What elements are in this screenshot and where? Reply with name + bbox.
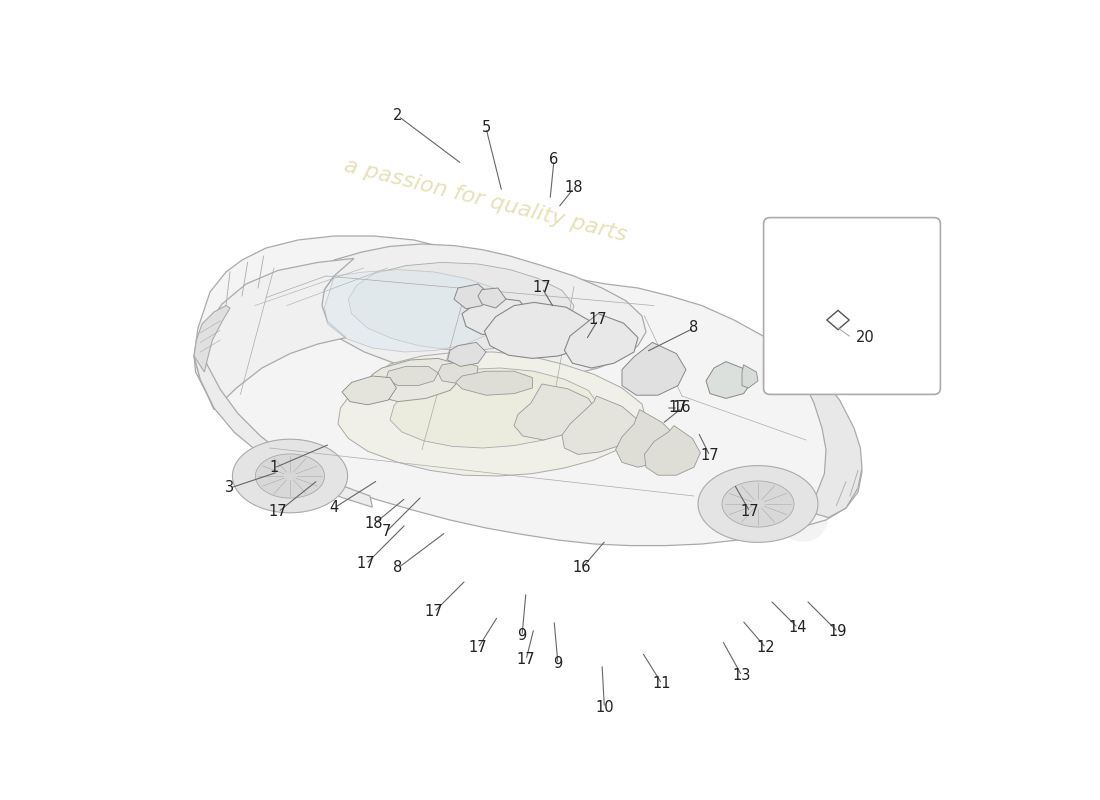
Text: 17: 17 <box>532 281 551 295</box>
Polygon shape <box>827 310 849 330</box>
Text: 16: 16 <box>673 401 691 415</box>
Text: 4: 4 <box>329 501 339 515</box>
Polygon shape <box>194 236 862 546</box>
Text: 12: 12 <box>757 641 776 655</box>
Polygon shape <box>338 352 646 476</box>
Polygon shape <box>514 384 596 440</box>
Polygon shape <box>462 298 530 334</box>
Text: 17: 17 <box>356 557 375 571</box>
Text: 16: 16 <box>573 561 592 575</box>
Polygon shape <box>342 376 396 405</box>
Polygon shape <box>438 362 478 384</box>
Text: 2: 2 <box>394 109 403 123</box>
Polygon shape <box>564 314 638 368</box>
Polygon shape <box>232 439 348 513</box>
Text: 8: 8 <box>394 561 403 575</box>
Text: 13: 13 <box>733 669 751 683</box>
Text: 20: 20 <box>872 273 891 287</box>
Polygon shape <box>616 410 676 467</box>
Text: 17: 17 <box>588 313 607 327</box>
Text: 17: 17 <box>469 641 487 655</box>
Polygon shape <box>478 288 506 308</box>
Polygon shape <box>194 306 230 372</box>
Text: 17: 17 <box>669 401 688 415</box>
Polygon shape <box>318 244 646 381</box>
Polygon shape <box>562 396 638 454</box>
Polygon shape <box>366 358 462 402</box>
Text: 10: 10 <box>595 701 614 715</box>
Text: 5: 5 <box>482 121 491 135</box>
Text: 1: 1 <box>270 461 278 475</box>
Text: 7: 7 <box>382 525 390 539</box>
Text: 9: 9 <box>553 657 562 671</box>
Text: 17: 17 <box>740 505 759 519</box>
Text: 17: 17 <box>517 653 536 667</box>
Polygon shape <box>742 365 758 388</box>
Polygon shape <box>645 426 701 475</box>
Polygon shape <box>194 258 354 410</box>
Polygon shape <box>324 270 510 352</box>
Polygon shape <box>194 348 373 507</box>
Text: 20: 20 <box>856 330 875 345</box>
Polygon shape <box>455 371 532 395</box>
Polygon shape <box>706 362 751 398</box>
Text: 3: 3 <box>226 481 234 495</box>
Polygon shape <box>255 454 324 498</box>
Polygon shape <box>386 366 438 386</box>
Text: 9: 9 <box>517 629 527 643</box>
Polygon shape <box>448 342 486 366</box>
Text: ELICOIBS: ELICOIBS <box>372 258 856 574</box>
Text: 8: 8 <box>690 321 698 335</box>
Text: 17: 17 <box>425 605 443 619</box>
Polygon shape <box>698 466 818 542</box>
Text: 19: 19 <box>828 625 847 639</box>
Polygon shape <box>454 284 490 309</box>
Text: a passion for quality parts: a passion for quality parts <box>342 155 629 245</box>
Polygon shape <box>484 302 594 358</box>
Text: 6: 6 <box>549 153 559 167</box>
Polygon shape <box>390 368 598 448</box>
Polygon shape <box>621 342 686 395</box>
Text: 18: 18 <box>365 517 383 531</box>
Text: 14: 14 <box>789 621 807 635</box>
Text: 11: 11 <box>652 677 671 691</box>
Text: 17: 17 <box>268 505 287 519</box>
Text: 17: 17 <box>701 449 719 463</box>
Polygon shape <box>796 360 862 518</box>
Polygon shape <box>722 481 794 527</box>
FancyBboxPatch shape <box>763 218 940 394</box>
Polygon shape <box>349 262 574 350</box>
Text: 18: 18 <box>564 181 583 195</box>
